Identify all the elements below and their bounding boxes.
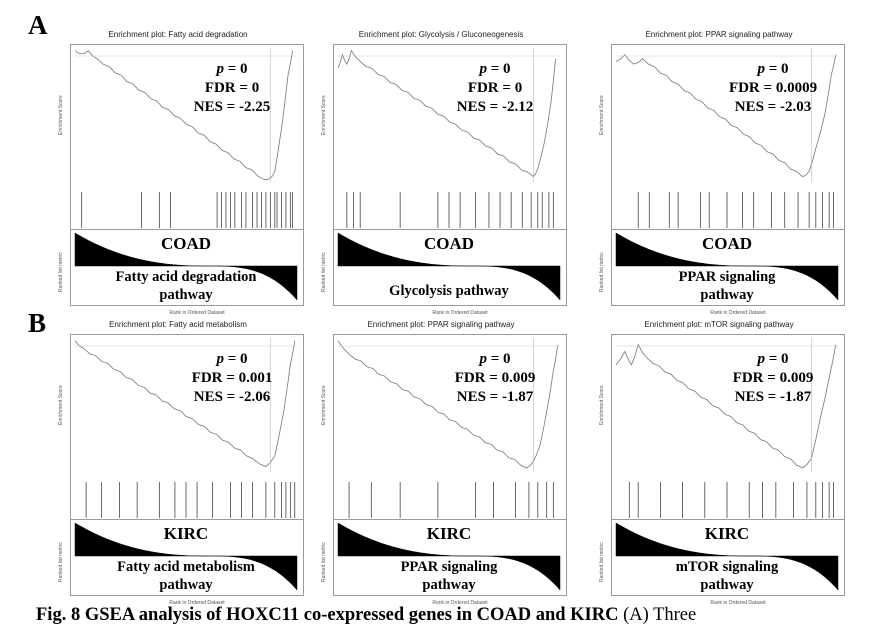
ranked-metric-area bbox=[74, 522, 298, 591]
stats-block: p = 0 FDR = 0.009 NES = -1.87 bbox=[440, 350, 550, 407]
dataset-label: COAD bbox=[423, 234, 475, 253]
nes-value: NES = -2.12 bbox=[456, 99, 534, 115]
plot-graphics bbox=[615, 338, 839, 591]
nes-value: NES = -1.87 bbox=[456, 389, 534, 405]
ranked-metric-panel bbox=[611, 229, 845, 306]
enrichment-score-panel bbox=[70, 44, 304, 191]
fdr-value: FDR = 0.009 bbox=[732, 370, 814, 386]
es-curve bbox=[74, 340, 296, 468]
ranked-metric-area bbox=[74, 232, 298, 301]
hit-marks-panel bbox=[333, 190, 567, 230]
pathway-label: Fatty acid metabolism pathway bbox=[117, 559, 255, 593]
hit-marks-panel bbox=[70, 190, 304, 230]
figure-caption: Fig. 8 GSEA analysis of HOXC11 co-expres… bbox=[36, 605, 881, 626]
es-curve bbox=[615, 54, 837, 178]
p-value: p = 0 bbox=[757, 351, 789, 367]
pathway-label: PPAR signaling pathway bbox=[400, 559, 498, 593]
enrichment-score-panel bbox=[611, 334, 845, 481]
plot-title: Enrichment plot: Fatty acid metabolism bbox=[109, 320, 247, 329]
p-value: p = 0 bbox=[216, 61, 248, 77]
x-axis-label: Rank in Ordered Dataset bbox=[710, 310, 766, 316]
es-curve bbox=[74, 50, 293, 181]
ranked-metric-area bbox=[337, 232, 561, 301]
es-curve bbox=[615, 343, 837, 469]
x-axis-label: Rank in Ordered Dataset bbox=[432, 600, 488, 606]
fdr-value: FDR = 0.009 bbox=[454, 370, 536, 386]
p-value: p = 0 bbox=[757, 61, 789, 77]
plot-graphics bbox=[74, 338, 298, 591]
fdr-value: FDR = 0 bbox=[467, 80, 523, 96]
x-axis-label: Rank in Ordered Dataset bbox=[169, 600, 225, 606]
nes-value: NES = -2.06 bbox=[193, 389, 271, 405]
p-value: p = 0 bbox=[479, 351, 511, 367]
fdr-value: FDR = 0.0009 bbox=[728, 80, 818, 96]
caption-rest: (A) Three bbox=[618, 605, 697, 625]
gsea-plot: Enrichment plot: mTOR signaling pathway E… bbox=[593, 320, 845, 606]
dataset-label: KIRC bbox=[163, 524, 209, 543]
enrichment-score-panel bbox=[333, 334, 567, 481]
stats-block: p = 0 FDR = 0 NES = -2.12 bbox=[440, 60, 550, 117]
plot-graphics bbox=[337, 48, 561, 301]
p-value: p = 0 bbox=[216, 351, 248, 367]
stats-block: p = 0 FDR = 0.0009 NES = -2.03 bbox=[718, 60, 828, 117]
plot-graphics bbox=[74, 48, 298, 301]
es-curve bbox=[337, 49, 556, 178]
plot-title: Enrichment plot: Fatty acid degradation bbox=[108, 30, 248, 39]
plot-title: Enrichment plot: PPAR signaling pathway bbox=[367, 320, 515, 329]
nes-value: NES = -2.03 bbox=[734, 99, 812, 115]
plot-title: Enrichment plot: Glycolysis / Gluconeoge… bbox=[358, 30, 524, 39]
nes-value: NES = -2.25 bbox=[193, 99, 271, 115]
stats-block: p = 0 FDR = 0.001 NES = -2.06 bbox=[177, 350, 287, 407]
x-axis-label: Rank in Ordered Dataset bbox=[710, 600, 766, 606]
x-axis-label: Rank in Ordered Dataset bbox=[169, 310, 225, 316]
hit-marks-panel bbox=[611, 190, 845, 230]
dataset-label: KIRC bbox=[704, 524, 750, 543]
caption-bold: Fig. 8 GSEA analysis of HOXC11 co-expres… bbox=[36, 605, 619, 625]
es-curve bbox=[337, 340, 559, 469]
dataset-label: COAD bbox=[701, 234, 753, 253]
ranked-metric-area bbox=[337, 522, 561, 591]
gsea-plot: Enrichment plot: PPAR signaling pathway E… bbox=[315, 320, 567, 606]
fdr-value: FDR = 0.001 bbox=[191, 370, 273, 386]
pathway-label: PPAR signaling pathway bbox=[678, 269, 776, 303]
panel-letter-a: A bbox=[28, 10, 48, 40]
enrichment-score-panel bbox=[611, 44, 845, 191]
panel-letter-b: B bbox=[28, 308, 47, 338]
dataset-label: KIRC bbox=[426, 524, 472, 543]
pathway-label: Fatty acid degradation pathway bbox=[115, 269, 257, 303]
p-value: p = 0 bbox=[479, 61, 511, 77]
pathway-label: mTOR signaling pathway bbox=[675, 559, 779, 593]
hit-marks-panel bbox=[611, 480, 845, 520]
x-axis-label: Rank in Ordered Dataset bbox=[432, 310, 488, 316]
plot-title: Enrichment plot: mTOR signaling pathway bbox=[644, 320, 794, 329]
plot-title: Enrichment plot: PPAR signaling pathway bbox=[645, 30, 793, 39]
fdr-value: FDR = 0 bbox=[204, 80, 260, 96]
gsea-plot: Enrichment plot: Fatty acid degradation E… bbox=[52, 30, 304, 316]
pathway-label: Glycolysis pathway bbox=[389, 283, 509, 299]
dataset-label: COAD bbox=[160, 234, 212, 253]
stats-block: p = 0 FDR = 0 NES = -2.25 bbox=[177, 60, 287, 117]
gsea-plot: Enrichment plot: Fatty acid metabolism En… bbox=[52, 320, 304, 606]
gsea-plot: Enrichment plot: PPAR signaling pathway E… bbox=[593, 30, 845, 316]
nes-value: NES = -1.87 bbox=[734, 389, 812, 405]
ranked-metric-area bbox=[615, 232, 839, 301]
stats-block: p = 0 FDR = 0.009 NES = -1.87 bbox=[718, 350, 828, 407]
plot-graphics bbox=[615, 48, 839, 301]
hit-marks-panel bbox=[70, 480, 304, 520]
gsea-plot: Enrichment plot: Glycolysis / Gluconeoge… bbox=[315, 30, 567, 316]
plot-graphics bbox=[337, 338, 561, 591]
ranked-metric-area bbox=[615, 522, 839, 591]
